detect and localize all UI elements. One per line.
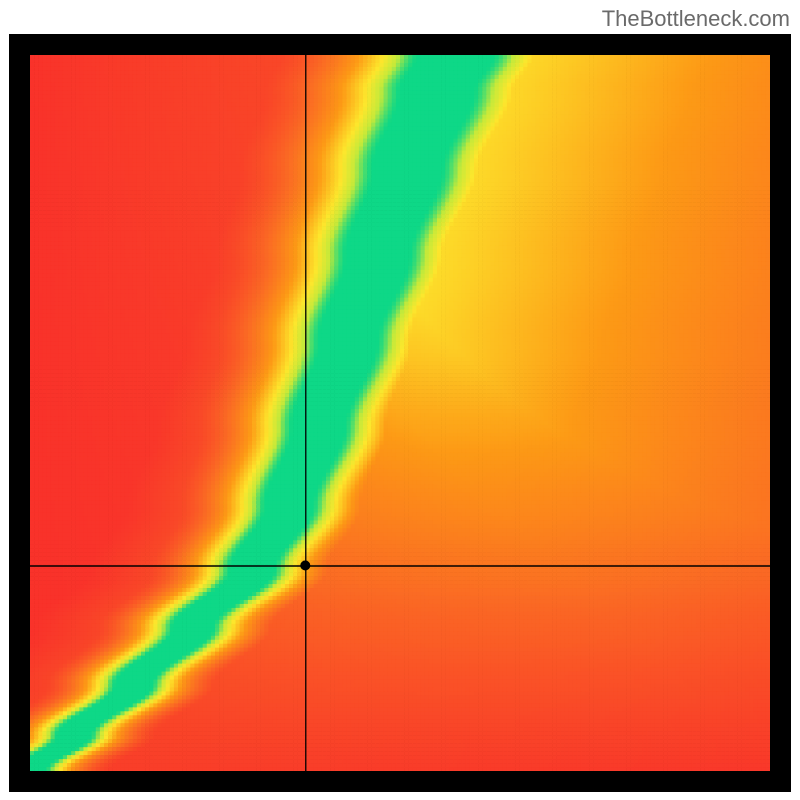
watermark-text: TheBottleneck.com	[602, 6, 790, 32]
bottleneck-heatmap	[30, 55, 770, 771]
